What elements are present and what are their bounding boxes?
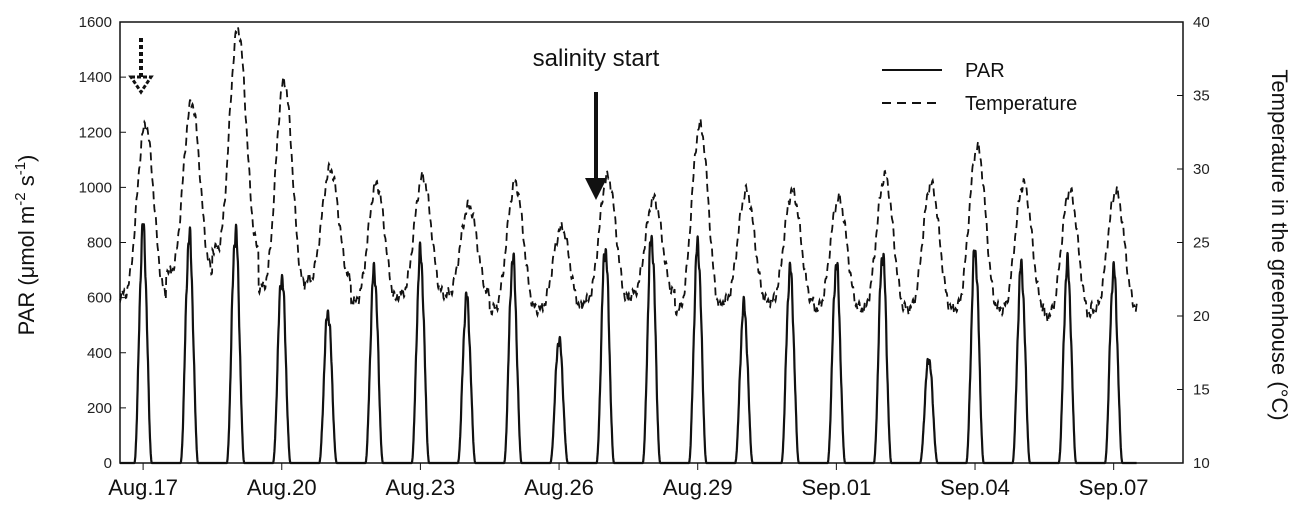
y-right-tick-label: 10 xyxy=(1193,455,1210,472)
y-right-tick-label: 40 xyxy=(1193,14,1210,31)
y-left-title-sup-1: -2 xyxy=(12,192,29,205)
y-left-tick-label: 1000 xyxy=(79,179,112,196)
y-left-tick-label: 200 xyxy=(87,400,112,417)
x-tick-label: Sep.01 xyxy=(802,475,872,500)
legend: PAR Temperature xyxy=(882,60,1077,115)
y-left-title-sup-2: -1 xyxy=(12,162,29,175)
y-left-tick-label: 1600 xyxy=(79,14,112,31)
y-right-tick-label: 15 xyxy=(1193,382,1210,399)
y-right-tick-label: 25 xyxy=(1193,235,1210,252)
y-right-tick-label: 20 xyxy=(1193,308,1210,325)
y-right-tick-label: 35 xyxy=(1193,88,1210,105)
y-right-axis-title: Temperature in the greenhouse (°C) xyxy=(1267,69,1292,420)
x-tick-label: Aug.23 xyxy=(386,475,456,500)
y-left-tick-label: 800 xyxy=(87,235,112,252)
y-left-tick-label: 0 xyxy=(104,455,112,472)
x-tick-label: Aug.29 xyxy=(663,475,733,500)
dotted-arrow xyxy=(128,38,154,95)
y-left-tick-label: 1400 xyxy=(79,69,112,86)
y-left-axis-title: PAR (μmol m-2 s-1) xyxy=(12,155,39,336)
y-right-tick-label: 30 xyxy=(1193,161,1210,178)
y-left-title-part-3: ) xyxy=(14,155,39,162)
salinity-start-arrow-head xyxy=(585,178,607,200)
dotted-arrow-head xyxy=(128,75,154,95)
y-left-tick-label: 1200 xyxy=(79,124,112,141)
y-left-title-part-2: s xyxy=(14,175,39,192)
legend-par-label: PAR xyxy=(965,60,1005,82)
x-tick-label: Aug.20 xyxy=(247,475,317,500)
legend-temperature-label: Temperature xyxy=(965,93,1077,115)
salinity-start-arrow xyxy=(585,92,607,200)
y-left-tick-label: 600 xyxy=(87,290,112,307)
temperature-series xyxy=(119,24,1138,325)
x-tick-label: Aug.26 xyxy=(524,475,594,500)
x-tick-label: Aug.17 xyxy=(108,475,178,500)
axes: 0 200 400 600 800 1000 1200 1400 1600 10 15 20 25 30 3… xyxy=(79,14,1210,500)
y-left-title-part-1: PAR (μmol m xyxy=(14,206,39,336)
salinity-start-label: salinity start xyxy=(533,45,660,72)
par-series xyxy=(119,223,1138,465)
x-tick-label: Sep.07 xyxy=(1079,475,1149,500)
temperature-line xyxy=(119,24,1138,325)
x-tick-label: Sep.04 xyxy=(940,475,1010,500)
par-line xyxy=(119,223,1138,465)
y-left-tick-label: 400 xyxy=(87,345,112,362)
